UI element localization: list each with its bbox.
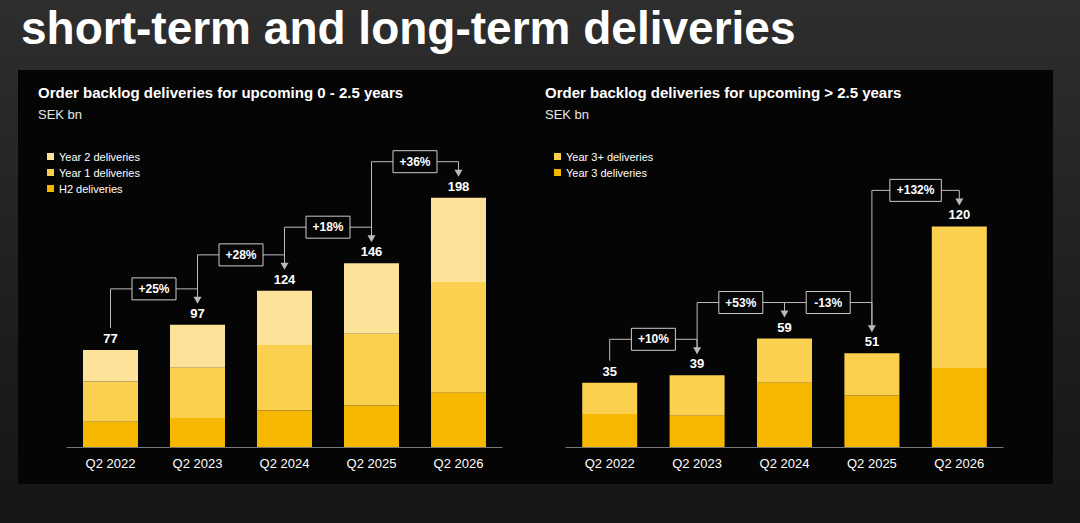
svg-text:Year 1 deliveries: Year 1 deliveries [59, 167, 140, 179]
svg-text:51: 51 [865, 334, 879, 349]
svg-text:35: 35 [602, 364, 616, 379]
svg-text:Q2 2025: Q2 2025 [847, 456, 897, 471]
svg-text:Q2 2023: Q2 2023 [173, 456, 223, 471]
svg-text:+132%: +132% [897, 183, 935, 197]
svg-text:+18%: +18% [312, 220, 343, 234]
svg-text:39: 39 [690, 356, 704, 371]
svg-text:Q2 2024: Q2 2024 [260, 456, 310, 471]
svg-text:Q2 2026: Q2 2026 [434, 456, 484, 471]
svg-text:77: 77 [103, 331, 117, 346]
svg-text:Order backlog deliveries for u: Order backlog deliveries for upcoming > … [545, 84, 901, 101]
svg-text:+53%: +53% [725, 296, 756, 310]
svg-text:SEK bn: SEK bn [38, 107, 82, 122]
svg-text:Q2 2022: Q2 2022 [86, 456, 136, 471]
svg-text:198: 198 [448, 179, 470, 194]
svg-text:120: 120 [948, 207, 970, 222]
svg-text:short-term and long-term deliv: short-term and long-term deliveries [21, 2, 796, 54]
svg-text:+28%: +28% [225, 248, 256, 262]
svg-text:Year 2 deliveries: Year 2 deliveries [59, 151, 140, 163]
svg-text:Q2 2026: Q2 2026 [934, 456, 984, 471]
svg-text:H2 deliveries: H2 deliveries [59, 183, 123, 195]
svg-text:97: 97 [190, 306, 204, 321]
svg-text:+25%: +25% [138, 282, 169, 296]
svg-text:59: 59 [777, 320, 791, 335]
svg-text:146: 146 [361, 244, 383, 259]
svg-text:+10%: +10% [638, 332, 669, 346]
svg-text:Q2 2022: Q2 2022 [585, 456, 635, 471]
svg-text:SEK bn: SEK bn [545, 107, 589, 122]
svg-text:Order backlog deliveries for u: Order backlog deliveries for upcoming 0 … [38, 84, 403, 101]
svg-text:Year 3 deliveries: Year 3 deliveries [566, 167, 647, 179]
svg-text:Year 3+ deliveries: Year 3+ deliveries [566, 151, 654, 163]
svg-text:-13%: -13% [814, 296, 842, 310]
svg-text:Q2 2025: Q2 2025 [347, 456, 397, 471]
svg-text:+36%: +36% [399, 155, 430, 169]
svg-text:124: 124 [274, 272, 296, 287]
svg-text:Q2 2023: Q2 2023 [672, 456, 722, 471]
svg-text:Q2 2024: Q2 2024 [760, 456, 810, 471]
